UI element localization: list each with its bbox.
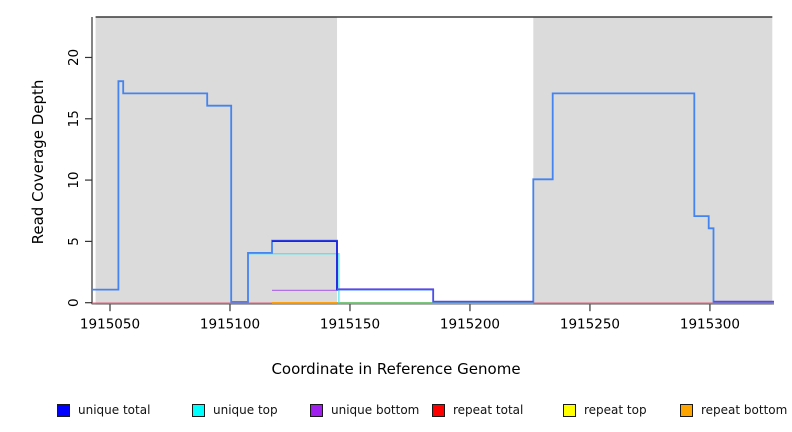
legend: unique total unique top unique bottom repea… — [0, 401, 792, 423]
legend-label: repeat top — [584, 403, 647, 417]
legend-swatch — [563, 403, 576, 417]
x-tick-label: 1915050 — [80, 317, 140, 333]
legend-item-unique-total: unique total — [57, 401, 150, 419]
legend-label: unique top — [213, 403, 278, 417]
x-tick-label: 1915250 — [560, 317, 620, 333]
left-repeat-masked-region — [95, 17, 338, 305]
legend-label: repeat bottom — [701, 403, 788, 417]
legend-item-repeat-bottom: repeat bottom — [680, 401, 787, 419]
x-tick-label: 1915100 — [200, 317, 260, 333]
legend-swatch — [57, 403, 70, 417]
legend-item-repeat-top: repeat top — [563, 401, 647, 419]
right-repeat-masked-region — [533, 17, 773, 305]
series-unique-top — [248, 253, 340, 303]
series-unique-total — [272, 240, 338, 291]
y-tick-label: 20 — [66, 49, 82, 66]
x-tick-label: 1915200 — [440, 317, 500, 333]
x-axis-title: Coordinate in Reference Genome — [271, 360, 521, 378]
legend-label: repeat total — [453, 403, 524, 417]
legend-swatch — [680, 403, 693, 417]
series-unique-total-unique-bottom-overlap — [337, 288, 534, 303]
legend-label: unique total — [78, 403, 151, 417]
x-tick-label: 1915150 — [320, 317, 380, 333]
y-tick-label: 10 — [66, 171, 82, 188]
y-axis-title: Read Coverage Depth — [29, 79, 47, 245]
legend-item-unique-top: unique top — [192, 401, 278, 419]
legend-item-unique-bottom: unique bottom — [310, 401, 419, 419]
legend-swatch — [192, 403, 205, 417]
legend-item-repeat-total: repeat total — [432, 401, 523, 419]
y-tick-label: 5 — [66, 237, 82, 246]
y-tick-label: 15 — [66, 110, 82, 127]
legend-swatch — [310, 403, 323, 417]
y-tick-label: 0 — [66, 298, 82, 307]
legend-label: unique bottom — [331, 403, 420, 417]
x-tick-label: 1915300 — [680, 317, 740, 333]
legend-swatch — [432, 403, 445, 417]
